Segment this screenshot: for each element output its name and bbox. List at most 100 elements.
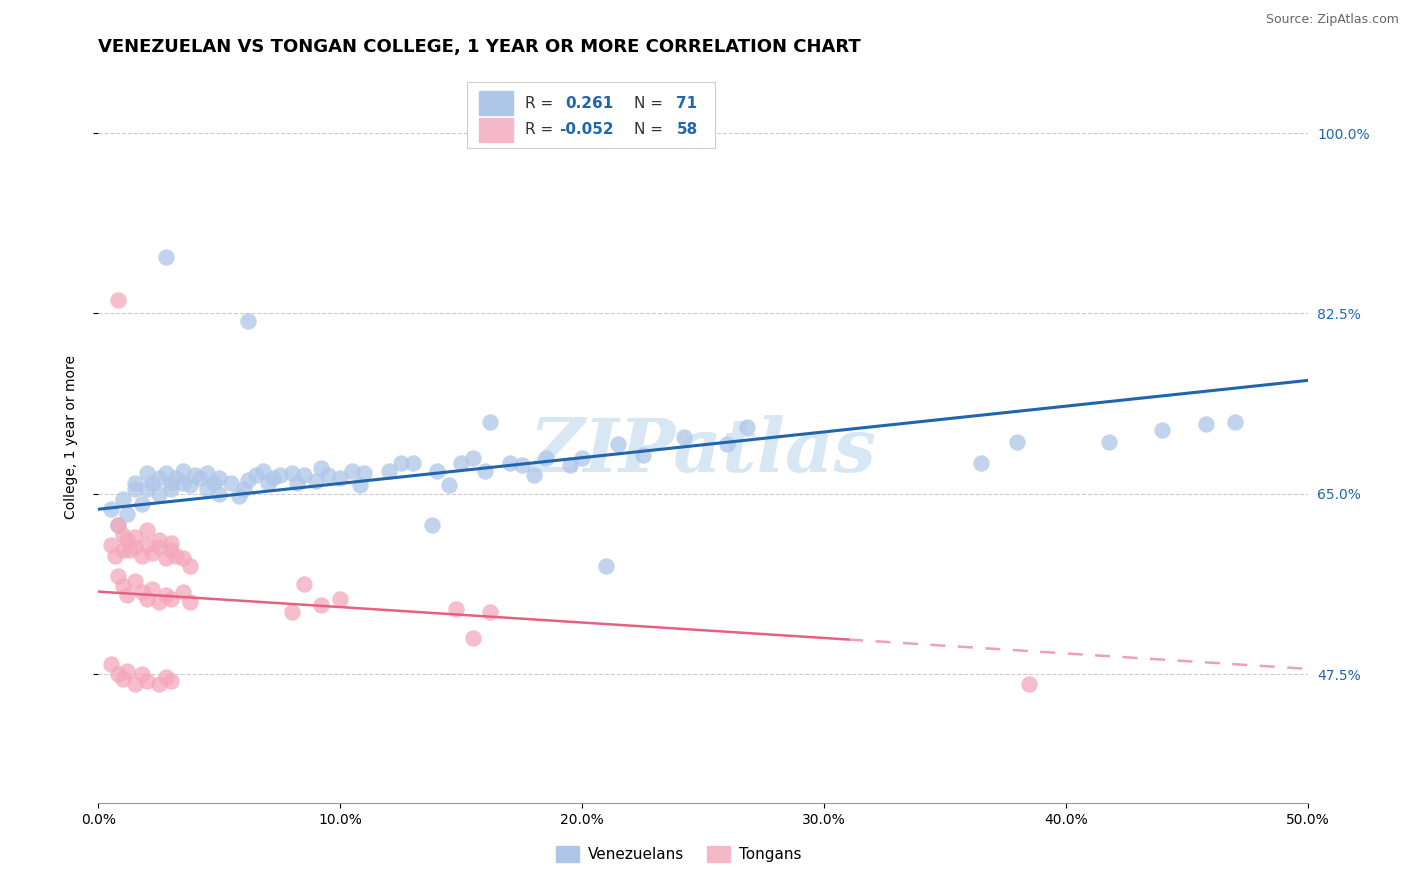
Point	[107, 667, 129, 681]
FancyBboxPatch shape	[467, 82, 716, 148]
Legend: Venezuelans, Tongans: Venezuelans, Tongans	[550, 840, 808, 868]
Point	[107, 517, 129, 532]
Point	[1098, 435, 1121, 450]
Point	[672, 430, 695, 444]
Point	[309, 461, 332, 475]
FancyBboxPatch shape	[479, 91, 513, 115]
Point	[389, 456, 412, 470]
Point	[510, 458, 533, 472]
Point	[305, 475, 328, 489]
Point	[107, 517, 129, 532]
Point	[118, 543, 141, 558]
Point	[172, 584, 194, 599]
Point	[111, 528, 134, 542]
Point	[479, 605, 502, 619]
Point	[117, 533, 139, 547]
Point	[558, 458, 581, 472]
Point	[204, 476, 226, 491]
Point	[124, 574, 146, 589]
Point	[172, 550, 194, 565]
Point	[238, 474, 260, 488]
Point	[107, 569, 129, 583]
Point	[349, 478, 371, 492]
Point	[437, 478, 460, 492]
Point	[1018, 677, 1040, 691]
Point	[160, 543, 183, 558]
Point	[124, 541, 146, 555]
Point	[184, 468, 207, 483]
Point	[135, 466, 157, 480]
Y-axis label: College, 1 year or more: College, 1 year or more	[63, 355, 77, 519]
Point	[238, 313, 260, 327]
Point	[135, 591, 157, 606]
Point	[256, 476, 278, 491]
Point	[523, 468, 546, 483]
FancyBboxPatch shape	[479, 118, 513, 142]
Point	[117, 664, 139, 678]
Point	[155, 250, 177, 264]
Point	[160, 536, 183, 550]
Point	[446, 602, 468, 616]
Point	[160, 482, 183, 496]
Point	[141, 476, 163, 491]
Point	[292, 468, 315, 483]
Point	[342, 464, 364, 478]
Point	[165, 549, 187, 563]
Point	[135, 523, 157, 537]
Point	[179, 558, 201, 573]
Point	[595, 558, 617, 573]
Point	[160, 591, 183, 606]
Point	[131, 549, 153, 563]
Point	[474, 464, 496, 478]
Point	[135, 674, 157, 689]
Point	[100, 657, 122, 671]
Text: 0.261: 0.261	[565, 96, 613, 111]
Point	[221, 476, 243, 491]
Point	[1223, 415, 1246, 429]
Point	[172, 476, 194, 491]
Point	[195, 482, 218, 496]
Point	[141, 582, 163, 596]
Point	[124, 530, 146, 544]
Point	[463, 450, 485, 465]
Text: 58: 58	[676, 122, 697, 137]
Point	[135, 482, 157, 496]
Point	[1152, 423, 1174, 437]
Point	[329, 471, 352, 485]
Point	[534, 450, 557, 465]
Point	[245, 468, 267, 483]
Text: Source: ZipAtlas.com: Source: ZipAtlas.com	[1265, 13, 1399, 27]
Point	[188, 471, 211, 485]
Point	[160, 674, 183, 689]
Point	[735, 419, 758, 434]
Point	[1195, 417, 1218, 431]
Point	[124, 482, 146, 496]
Point	[100, 502, 122, 516]
Point	[160, 476, 183, 491]
Point	[281, 466, 304, 480]
Point	[148, 487, 170, 501]
Text: -0.052: -0.052	[560, 122, 614, 137]
Point	[716, 437, 738, 451]
Text: VENEZUELAN VS TONGAN COLLEGE, 1 YEAR OR MORE CORRELATION CHART: VENEZUELAN VS TONGAN COLLEGE, 1 YEAR OR …	[98, 38, 860, 56]
Point	[498, 456, 520, 470]
Point	[631, 448, 654, 462]
Point	[148, 677, 170, 691]
Point	[111, 491, 134, 506]
Point	[208, 487, 231, 501]
Point	[402, 456, 425, 470]
Point	[316, 468, 339, 483]
Point	[141, 547, 163, 561]
Text: R =: R =	[526, 122, 558, 137]
Point	[148, 471, 170, 485]
Point	[172, 464, 194, 478]
Point	[426, 464, 449, 478]
Point	[179, 595, 201, 609]
Point	[292, 577, 315, 591]
Text: 71: 71	[676, 96, 697, 111]
Point	[571, 450, 593, 465]
Text: N =: N =	[634, 96, 668, 111]
Point	[208, 471, 231, 485]
Point	[1007, 435, 1029, 450]
Point	[329, 591, 352, 606]
